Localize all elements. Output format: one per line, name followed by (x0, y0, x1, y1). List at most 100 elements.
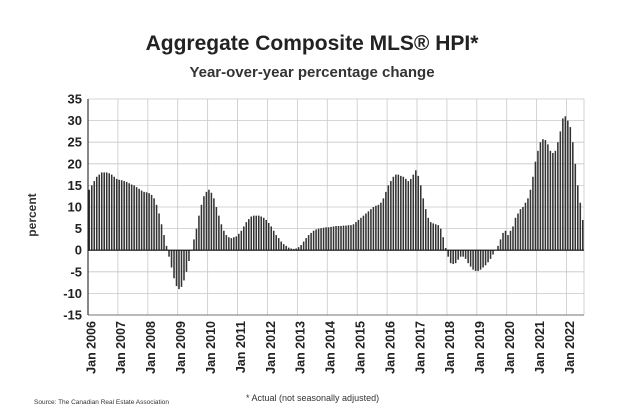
bar (262, 217, 265, 251)
bar (439, 228, 442, 251)
bar (579, 202, 582, 251)
bar (355, 222, 357, 251)
bar (569, 127, 572, 251)
bar (285, 245, 287, 251)
bar (350, 225, 352, 251)
bar (95, 176, 98, 251)
bar (390, 181, 392, 251)
bar (267, 222, 270, 251)
bar (502, 232, 504, 251)
bar (400, 175, 402, 251)
y-tick-label: 20 (68, 156, 82, 171)
bar (514, 217, 517, 251)
bar (138, 188, 140, 251)
bar (397, 174, 400, 251)
bar (562, 118, 564, 251)
bar (165, 245, 168, 251)
bar (320, 228, 322, 251)
bar (345, 225, 347, 251)
bar (297, 247, 300, 251)
bar (312, 230, 315, 251)
bar (342, 225, 345, 251)
bar (549, 150, 552, 251)
bar (385, 191, 387, 251)
bar (270, 226, 272, 251)
bar (534, 161, 537, 251)
bar (330, 226, 332, 251)
bar (380, 202, 382, 251)
bar (153, 198, 155, 251)
bar (424, 209, 427, 251)
y-tick-label: 30 (68, 113, 82, 128)
bar (93, 181, 96, 251)
bar (509, 230, 512, 251)
bar (150, 194, 153, 251)
bar (492, 250, 494, 255)
bar (482, 250, 484, 268)
bar (108, 173, 110, 251)
bar (185, 250, 188, 272)
bar (128, 183, 130, 251)
bar (434, 224, 437, 251)
bar (484, 250, 487, 266)
bar (362, 215, 365, 251)
bar (120, 180, 123, 251)
bar (542, 139, 544, 251)
bar (105, 172, 108, 251)
bar (148, 193, 150, 251)
bar (544, 140, 547, 251)
x-tick-label: Jan 2022 (563, 321, 577, 374)
bar (474, 250, 477, 271)
bar (337, 226, 340, 251)
bar (340, 226, 342, 251)
bar (410, 178, 412, 251)
bar (442, 237, 444, 251)
bar (412, 174, 415, 251)
bar (332, 226, 335, 251)
bar (280, 241, 282, 251)
bar (432, 223, 435, 251)
bar (429, 222, 432, 251)
bar (519, 209, 522, 251)
bar (255, 215, 258, 251)
bar (507, 235, 509, 251)
bar (208, 189, 210, 251)
axes (87, 99, 584, 316)
bar (240, 230, 243, 251)
bar (145, 192, 148, 251)
bar (352, 224, 355, 251)
chart-title: Aggregate Composite MLS® HPI* (145, 32, 479, 55)
bar (472, 250, 474, 270)
y-tick-label: -15 (63, 308, 82, 323)
bar (487, 250, 489, 263)
x-tick-label: Jan 2020 (503, 321, 517, 374)
bar (220, 224, 223, 251)
bar (552, 153, 554, 251)
bar (218, 215, 220, 251)
bar (123, 181, 125, 251)
bar (118, 179, 120, 251)
bar (419, 185, 422, 251)
bar (302, 241, 305, 251)
x-tick-label: Jan 2009 (174, 321, 188, 374)
bar (559, 131, 562, 251)
bar (160, 224, 163, 251)
bar (90, 185, 93, 251)
bar (365, 213, 367, 251)
source-note: Source: The Canadian Real Estate Associa… (34, 399, 170, 406)
bar (357, 219, 360, 251)
bar (449, 250, 452, 264)
x-tick-label: Jan 2006 (84, 321, 98, 374)
bar (195, 228, 198, 251)
y-tick-label: 35 (68, 92, 82, 107)
bar (504, 230, 507, 251)
bar (522, 207, 524, 251)
bar (532, 176, 534, 251)
bar (103, 172, 105, 251)
bar (143, 191, 145, 251)
bar (175, 250, 178, 287)
bar (113, 176, 115, 251)
bar (223, 230, 225, 251)
bar (243, 226, 245, 251)
